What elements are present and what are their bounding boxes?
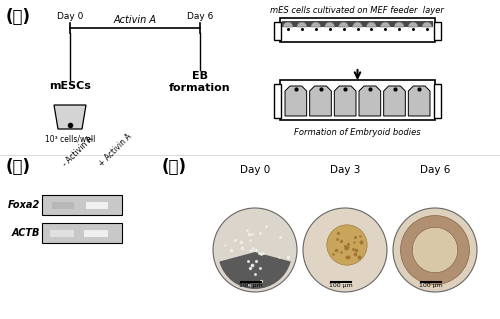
Text: (가): (가) [6, 8, 31, 26]
Bar [42, 223, 122, 243]
Wedge shape [220, 252, 290, 289]
Bar [84, 230, 108, 237]
Polygon shape [408, 86, 430, 116]
Text: + Activin A: + Activin A [97, 131, 134, 168]
Bar [274, 22, 281, 40]
Wedge shape [283, 22, 293, 27]
Bar [274, 84, 281, 118]
Text: 100 μm: 100 μm [239, 283, 263, 288]
Text: Day 0: Day 0 [57, 12, 83, 21]
Circle shape [303, 208, 387, 292]
Text: 100 μm: 100 μm [329, 283, 353, 288]
Bar [282, 21, 433, 27]
Bar [280, 80, 435, 120]
Polygon shape [334, 86, 356, 116]
Circle shape [327, 225, 367, 265]
Wedge shape [311, 22, 321, 27]
Polygon shape [359, 86, 380, 116]
Text: Day 3: Day 3 [330, 165, 360, 175]
Text: mES cells cultivated on MEF feeder  layer: mES cells cultivated on MEF feeder layer [270, 6, 444, 15]
Wedge shape [422, 22, 432, 27]
Circle shape [413, 228, 457, 272]
Wedge shape [338, 22, 348, 27]
Circle shape [393, 208, 477, 292]
Bar [50, 230, 74, 237]
Text: 100 μm: 100 μm [419, 283, 443, 288]
Text: EB
formation: EB formation [169, 71, 231, 93]
Text: (다): (다) [162, 158, 187, 176]
Bar [42, 195, 122, 215]
Polygon shape [384, 86, 406, 116]
Text: - Activin A: - Activin A [61, 134, 95, 168]
Wedge shape [400, 216, 469, 285]
Wedge shape [297, 22, 307, 27]
Bar [280, 18, 435, 42]
Circle shape [213, 208, 297, 292]
Bar [434, 84, 441, 118]
Wedge shape [352, 22, 362, 27]
Text: 10³ cells/well: 10³ cells/well [45, 135, 95, 144]
Text: Foxa2: Foxa2 [8, 200, 40, 210]
Wedge shape [380, 22, 390, 27]
Wedge shape [324, 22, 334, 27]
Polygon shape [285, 86, 306, 116]
Wedge shape [408, 22, 418, 27]
Bar [434, 22, 441, 40]
Text: mESCs: mESCs [49, 81, 91, 91]
Wedge shape [366, 22, 376, 27]
Polygon shape [310, 86, 332, 116]
Text: ACTB: ACTB [12, 228, 40, 238]
Text: Formation of Embryoid bodies: Formation of Embryoid bodies [294, 128, 421, 137]
Wedge shape [394, 22, 404, 27]
Text: Day 6: Day 6 [420, 165, 450, 175]
Polygon shape [54, 105, 86, 129]
Text: Activin A: Activin A [114, 15, 156, 25]
Bar [86, 202, 108, 209]
Text: (나): (나) [6, 158, 31, 176]
Text: Day 0: Day 0 [240, 165, 270, 175]
Text: Day 6: Day 6 [187, 12, 213, 21]
Bar [52, 202, 74, 209]
